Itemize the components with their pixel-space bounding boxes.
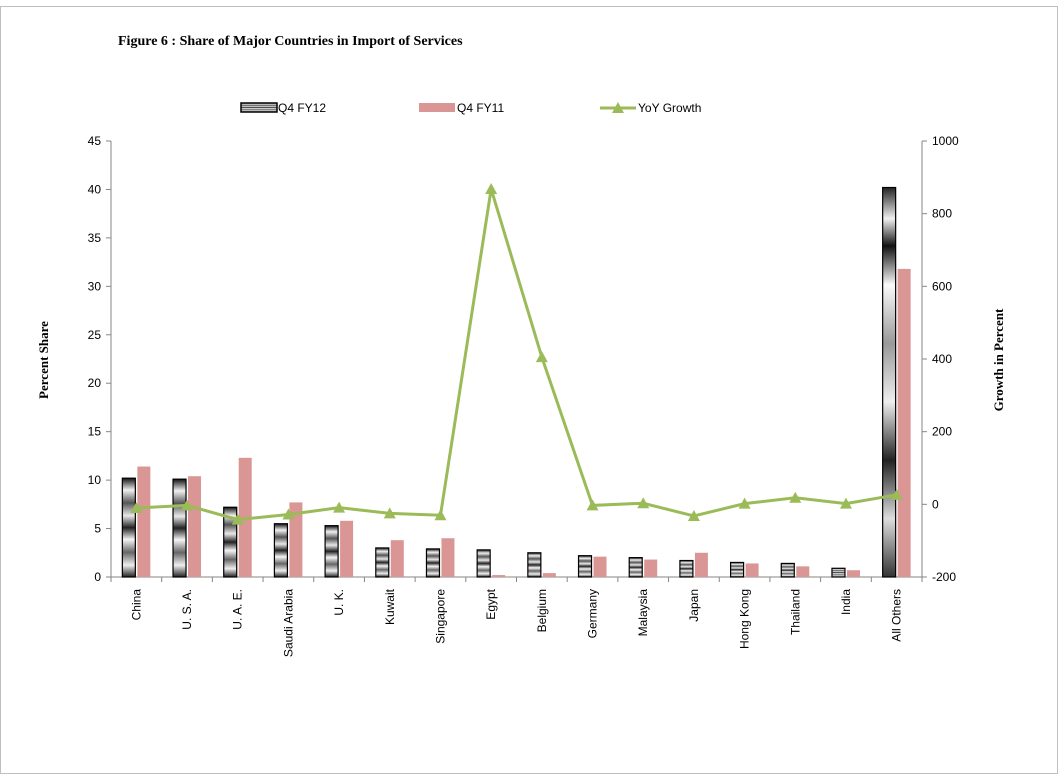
bar-q4fy11 — [137, 467, 150, 577]
y-tick-label: 10 — [88, 473, 102, 487]
bar-q4fy11 — [441, 538, 454, 577]
legend-swatch-q4fy11 — [419, 103, 455, 112]
legend: Q4 FY12 Q4 FY11 YoY Growth — [241, 101, 701, 115]
y-tick-label: 5 — [94, 522, 101, 536]
bar-q4fy12 — [883, 188, 896, 577]
bar-q4fy12 — [680, 561, 693, 577]
bar-q4fy12 — [629, 558, 642, 577]
y-tick-label: 15 — [88, 425, 102, 439]
bar-q4fy12 — [376, 548, 389, 577]
bar-q4fy12 — [325, 526, 338, 577]
y-tick-label: 30 — [88, 279, 102, 293]
bar-q4fy11 — [644, 560, 657, 577]
bar-q4fy12 — [731, 562, 744, 577]
axes: 0 5 10 15 20 25 30 35 40 45 -200 0 200 400 600 800 1000 C… — [88, 134, 959, 657]
x-tick-label: Singapore — [433, 589, 447, 644]
bar-q4fy11 — [340, 521, 353, 577]
y2-tick-label: 1000 — [932, 134, 959, 148]
x-tick-label: Belgium — [535, 589, 549, 632]
y2-tick-label: 200 — [932, 425, 952, 439]
y-tick-label: 45 — [88, 134, 102, 148]
y2-tick-label: 0 — [932, 497, 939, 511]
bar-q4fy12 — [477, 550, 490, 577]
bar-q4fy11 — [898, 269, 911, 577]
y-tick-label: 35 — [88, 231, 102, 245]
y2-tick-label: 400 — [932, 352, 952, 366]
growth-marker — [485, 183, 497, 194]
x-tick-label: China — [129, 589, 143, 621]
x-tick-label: U. K. — [332, 589, 346, 616]
x-tick-label: Hong Kong — [738, 589, 752, 649]
growth-marker — [536, 351, 548, 362]
x-tick-label: Malaysia — [636, 589, 650, 637]
y2-axis-title: Growth in Percent — [991, 308, 1006, 411]
x-tick-label: Japan — [687, 589, 701, 622]
y-tick-label: 40 — [88, 182, 102, 196]
bar-q4fy12 — [173, 479, 186, 577]
bar-q4fy12 — [832, 568, 845, 577]
legend-swatch-q4fy12 — [241, 103, 277, 112]
legend-label-q4fy11: Q4 FY11 — [457, 101, 504, 115]
x-tick-label: India — [839, 589, 853, 615]
bar-q4fy12 — [781, 563, 794, 577]
bar-q4fy12 — [274, 524, 287, 577]
x-tick-label: All Others — [890, 589, 904, 642]
x-tick-label: Germany — [586, 589, 600, 638]
bar-q4fy11 — [594, 557, 607, 577]
bar-q4fy11 — [695, 553, 708, 577]
bar-q4fy11 — [188, 476, 201, 577]
y2-tick-label: 800 — [932, 207, 952, 221]
y-tick-label: 25 — [88, 328, 102, 342]
legend-label-growth: YoY Growth — [638, 101, 701, 115]
y-tick-label: 0 — [94, 570, 101, 584]
x-tick-label: Kuwait — [383, 588, 397, 625]
legend-label-q4fy12: Q4 FY12 — [278, 101, 326, 115]
bar-q4fy11 — [847, 570, 860, 577]
x-tick-label: Egypt — [484, 588, 498, 619]
bar-q4fy12 — [122, 478, 135, 577]
bar-q4fy12 — [426, 549, 439, 577]
x-tick-label: Saudi Arabia — [281, 589, 295, 657]
bar-q4fy12 — [579, 556, 592, 577]
y-axis-title: Percent Share — [36, 321, 51, 399]
bar-q4fy11 — [746, 563, 759, 577]
y2-tick-label: -200 — [932, 570, 956, 584]
y2-tick-label: 600 — [932, 279, 952, 293]
bar-q4fy11 — [796, 566, 809, 577]
bar-q4fy11 — [391, 540, 404, 577]
x-tick-label: U. S. A. — [180, 589, 194, 630]
bar-q4fy12 — [528, 553, 541, 577]
y-tick-label: 20 — [88, 376, 102, 390]
x-tick-label: U. A. E. — [231, 589, 245, 630]
bar-q4fy11 — [543, 573, 556, 577]
bar-q4fy11 — [492, 575, 505, 577]
x-tick-label: Thailand — [788, 589, 802, 635]
